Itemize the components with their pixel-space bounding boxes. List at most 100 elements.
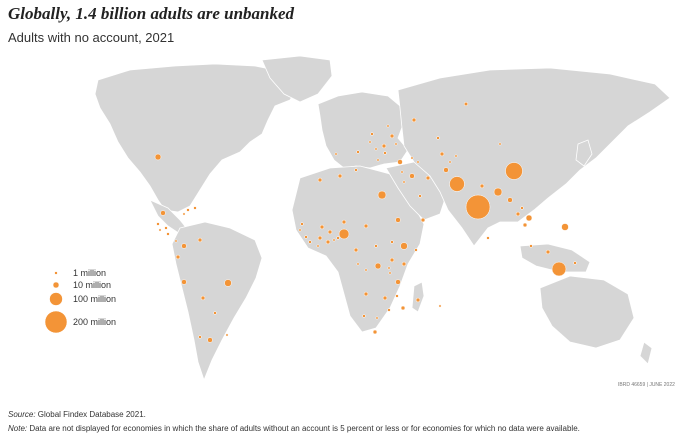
new-zealand-landmass — [639, 341, 653, 365]
source-text: Global Findex Database 2021. — [35, 410, 146, 419]
bubble-indonesia — [551, 261, 567, 277]
world-map: 1 million 10 million 100 million 200 mil… — [44, 55, 675, 388]
bubble-congo — [364, 268, 368, 272]
note-label: Note: — [8, 424, 28, 433]
bubble-yemen — [420, 217, 426, 223]
bubble-mauritius — [438, 304, 442, 308]
bubble-russia — [411, 117, 417, 123]
bubble-belarus — [386, 124, 390, 128]
bubble-sierra-leone — [308, 240, 312, 244]
bubble-honduras — [164, 226, 168, 230]
bubble-mali — [319, 224, 325, 230]
southeast-asia-landmass — [519, 243, 591, 273]
bubble-china — [505, 162, 523, 180]
bubble-ukraine — [389, 133, 395, 139]
bubble-bulgaria — [383, 151, 387, 155]
south-america-landmass — [171, 221, 263, 382]
map-title: Globally, 1.4 billion adults are unbanke… — [8, 4, 295, 23]
bubble-senegal — [300, 222, 304, 226]
bubble-bolivia — [200, 295, 206, 301]
footnote: Note: Data are not displayed for economi… — [8, 424, 580, 433]
bubble-nigeria — [338, 228, 350, 240]
bubble-guinea — [304, 235, 308, 239]
bubble-tajikistan — [448, 160, 452, 164]
land-masses — [94, 55, 671, 382]
bubble-uruguay — [225, 333, 229, 337]
bubble-gambia — [298, 228, 302, 232]
europe-landmass — [317, 91, 409, 169]
bubble-myanmar — [507, 197, 513, 203]
size-legend: 1 million 10 million 100 million 200 mil… — [44, 268, 116, 334]
bubble-egypt — [377, 190, 387, 200]
source-label: Source: — [8, 410, 36, 419]
bubble-dr-congo — [374, 262, 382, 270]
bubble-pakistan — [449, 176, 465, 192]
bubble-peru — [181, 279, 187, 285]
bubble-panama — [174, 239, 178, 243]
bubble-south-africa — [372, 329, 378, 335]
bubble-romania — [381, 143, 387, 149]
bubble-lebanon — [400, 170, 404, 174]
bubble-paraguay — [213, 311, 217, 315]
bubble-iran — [425, 175, 431, 181]
bubble-somalia — [414, 248, 418, 252]
bubble-zambia — [382, 295, 388, 301]
bubble-botswana — [375, 316, 379, 320]
legend-label-100m: 100 million — [73, 294, 116, 304]
greenland-landmass — [261, 55, 333, 103]
bubble-italy — [356, 150, 360, 154]
bubble-thailand — [515, 211, 521, 217]
bubble-russia-east — [463, 101, 469, 107]
bubble-mexico — [160, 210, 166, 216]
bubble-uzbekistan — [439, 151, 445, 157]
bubble-gabon — [356, 262, 360, 266]
bubble-mongolia — [498, 142, 502, 146]
bubble-usa — [154, 153, 162, 161]
bubble-papua-new-guinea — [545, 249, 551, 255]
map-code-label: IBRD 46659 | JUNE 2022 — [618, 382, 675, 388]
bubble-east-timor — [573, 261, 577, 265]
bubble-bangladesh — [493, 187, 503, 197]
bubble-georgia — [410, 156, 414, 160]
legend-bubble-200m — [44, 310, 68, 334]
bubble-kenya — [401, 261, 407, 267]
bubble-cameroon — [353, 247, 359, 253]
bubble-brazil — [224, 279, 232, 287]
bubble-malawi — [395, 294, 399, 298]
bubble-zimbabwe — [387, 308, 391, 312]
bubble-burundi — [388, 271, 392, 275]
bubble-liberia — [316, 244, 320, 248]
bubble-philippines — [561, 223, 569, 231]
bubble-chile — [198, 335, 202, 339]
bubble-poland — [370, 132, 374, 136]
bubble-jordan — [402, 180, 406, 184]
bubble-uganda — [389, 257, 395, 263]
bubble-serbia — [374, 147, 378, 151]
bubble-laos — [520, 206, 524, 210]
bubble-angola — [363, 291, 369, 297]
bubble-algeria — [337, 173, 343, 179]
bubble-colombia — [181, 243, 187, 249]
bubble-mozambique — [400, 305, 406, 311]
bubble-ghana — [325, 239, 331, 245]
bubble-saudi-arabia — [418, 194, 422, 198]
madagascar-landmass — [411, 281, 425, 313]
bubble-south-sudan — [390, 240, 394, 244]
bubble-kyrgyzstan — [454, 154, 458, 158]
bubble-el-salvador — [158, 228, 162, 232]
bubble-rwanda — [387, 266, 391, 270]
bubble-sri-lanka — [486, 236, 490, 240]
bubble-dominican-republic — [193, 206, 197, 210]
bubble-venezuela — [197, 237, 203, 243]
bubble-jamaica — [182, 212, 186, 216]
legend-bubble-1m — [54, 271, 58, 275]
bubble-malaysia — [529, 244, 533, 248]
bubble-armenia — [416, 160, 420, 164]
north-america-landmass — [94, 63, 301, 213]
legend-bubble-100m — [49, 292, 63, 306]
bubble-turkey — [397, 159, 403, 165]
bubble-namibia — [362, 314, 366, 318]
bubble-markers — [154, 101, 577, 343]
bubble-tunisia — [354, 168, 358, 172]
bubble-burkina-faso — [327, 229, 333, 235]
